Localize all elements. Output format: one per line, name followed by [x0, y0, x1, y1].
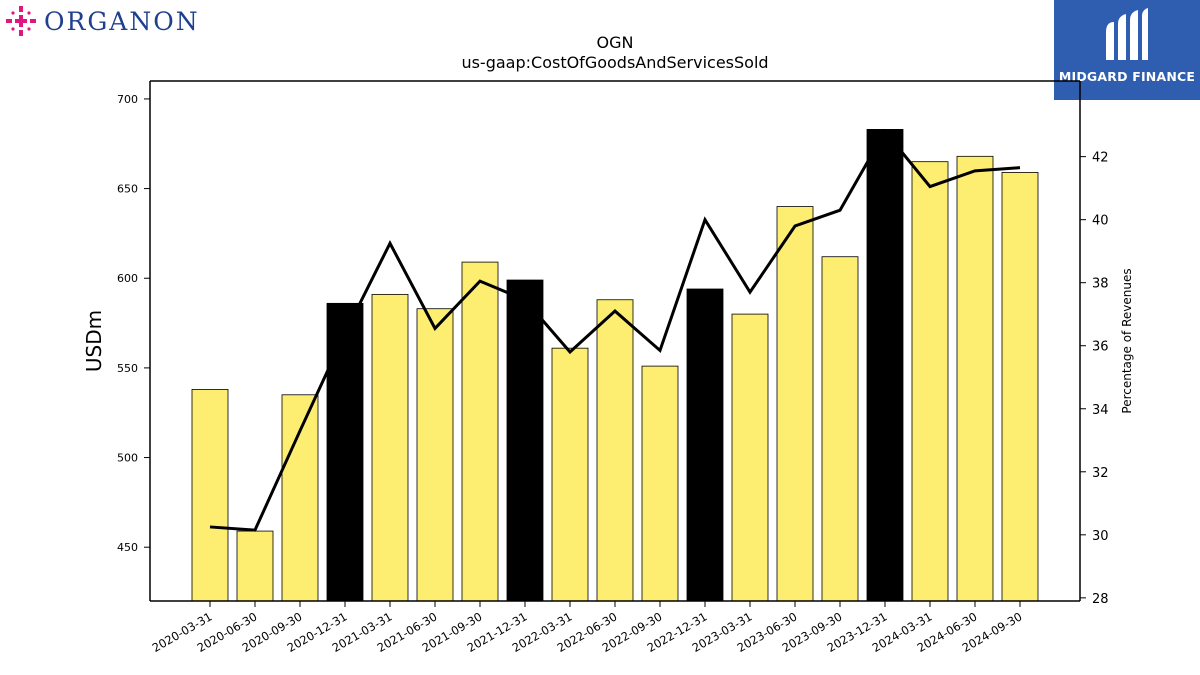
- y-tick-label-500: 500: [117, 452, 138, 465]
- y2-tick-label-40: 40: [1092, 214, 1109, 229]
- bar-2024-09-30: [1001, 172, 1039, 602]
- bar-2022-09-30: [641, 365, 679, 602]
- percentage-line: [209, 128, 1021, 532]
- bar-2023-12-31: [866, 129, 904, 602]
- bar-2024-03-31: [911, 161, 949, 602]
- organon-star-icon: [6, 6, 36, 36]
- y-tick-label-700: 700: [117, 93, 138, 106]
- organon-logo: ORGANON: [4, 4, 200, 38]
- bar-2023-09-30: [821, 256, 859, 602]
- y2-tick-label-32: 32: [1092, 466, 1109, 481]
- bar-2021-03-31: [371, 293, 409, 602]
- y-tick-label-650: 650: [117, 183, 138, 196]
- y2-tick-label-30: 30: [1092, 529, 1109, 544]
- midgard-finance-logo: MIDGARD FINANCE: [1054, 0, 1200, 100]
- y-tick-label-600: 600: [117, 272, 138, 285]
- bar-2020-06-30: [236, 530, 274, 602]
- y2-tick-label-38: 38: [1092, 277, 1109, 292]
- bar-2024-06-30: [956, 155, 994, 602]
- bar-2021-06-30: [416, 308, 454, 602]
- bar-2023-06-30: [776, 206, 814, 602]
- chart-title: OGN: [597, 33, 634, 52]
- bar-2020-09-30: [281, 394, 319, 602]
- y2-tick-label-34: 34: [1092, 403, 1109, 418]
- midgard-wordmark: MIDGARD FINANCE: [1058, 69, 1196, 84]
- y2-axis-label: Percentage of Revenues: [1120, 268, 1134, 413]
- bar-2021-12-31: [506, 279, 544, 602]
- organon-wordmark: ORGANON: [44, 6, 200, 36]
- bar-2022-12-31: [686, 288, 724, 602]
- chart-subtitle: us-gaap:CostOfGoodsAndServicesSold: [461, 53, 768, 72]
- y-axis-label: USDm: [82, 310, 106, 372]
- y-tick-label-550: 550: [117, 362, 138, 375]
- y2-tick-label-42: 42: [1092, 151, 1109, 166]
- bar-2020-03-31: [191, 389, 229, 602]
- bar-2020-12-31: [326, 302, 364, 602]
- midgard-m-icon: [1106, 8, 1148, 60]
- bar-2021-09-30: [461, 261, 499, 602]
- bar-2023-03-31: [731, 313, 769, 602]
- bar-2022-03-31: [551, 347, 589, 602]
- bar-2022-06-30: [596, 299, 634, 602]
- y-tick-label-450: 450: [117, 541, 138, 554]
- y2-tick-label-28: 28: [1092, 592, 1109, 607]
- y2-tick-label-36: 36: [1092, 340, 1109, 355]
